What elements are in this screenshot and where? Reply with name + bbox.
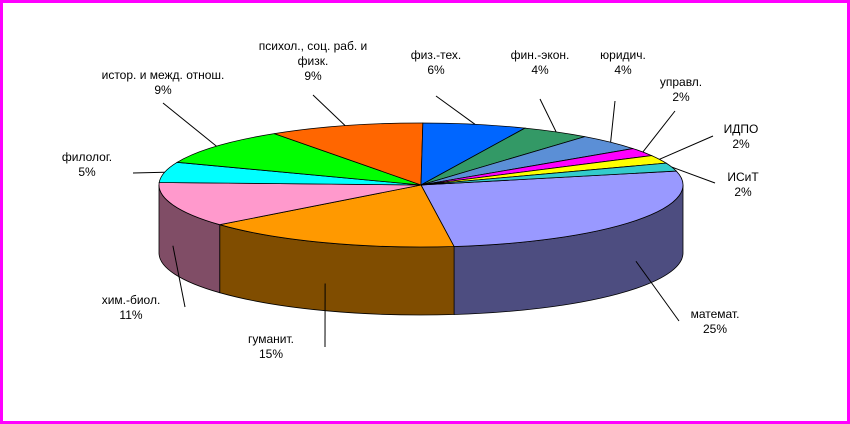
category-label: филолог.	[61, 150, 113, 164]
category-label: фин.-экон.	[510, 48, 570, 62]
slice	[420, 170, 684, 247]
category-label: юридич.	[600, 48, 646, 62]
leader-line	[642, 110, 676, 153]
value-label: 2%	[734, 185, 752, 199]
slice	[274, 122, 424, 186]
value-label: 2%	[672, 90, 690, 104]
chart	[132, 94, 716, 348]
category-label: управл.	[659, 75, 703, 89]
value-label: 4%	[531, 63, 549, 77]
slice-label: гуманит. 15%	[248, 332, 294, 362]
slice	[219, 184, 455, 248]
leader-line	[312, 94, 346, 127]
leader-line	[671, 166, 716, 184]
value-label: 9%	[154, 83, 172, 97]
category-label: гуманит.	[248, 332, 294, 346]
category-label: физ.-тех.	[410, 48, 462, 62]
leader-line	[539, 98, 557, 133]
category-label: ИСиТ	[727, 170, 759, 184]
slice-label: математ. 25%	[691, 307, 740, 337]
value-label: 15%	[258, 347, 284, 361]
slice-label: хим.-биол. 11%	[102, 293, 161, 323]
value-label: 2%	[732, 137, 750, 151]
slice-label: физ.-тех. 6%	[411, 48, 462, 78]
value-label: 11%	[119, 308, 143, 322]
slice-label: психол., соц. раб. и физк. 9%	[248, 39, 378, 84]
value-label: 4%	[614, 63, 632, 77]
value-label: 5%	[78, 165, 96, 179]
leader-line	[435, 95, 476, 125]
leader-line	[610, 100, 616, 143]
category-label: психол., соц. раб. и физк.	[258, 39, 368, 68]
category-label: истор. и межд. отнош.	[101, 68, 225, 82]
leader-line	[162, 102, 217, 147]
value-label: 6%	[427, 63, 445, 77]
slice-label: ИСиТ 2%	[727, 170, 758, 200]
value-label: 9%	[304, 69, 322, 83]
category-label: хим.-биол.	[101, 293, 161, 307]
slice-label: управл. 2%	[660, 75, 702, 105]
slice	[158, 182, 422, 226]
slice-label: филолог. 5%	[62, 150, 112, 180]
slice-label: истор. и межд. отнош. 9%	[102, 68, 225, 98]
leader-line	[659, 135, 714, 160]
value-label: 25%	[702, 322, 728, 336]
slice-label: фин.-экон. 4%	[511, 48, 570, 78]
slice-label: юридич. 4%	[600, 48, 646, 78]
slice-label: ИДПО 2%	[724, 122, 759, 152]
leader-line	[172, 245, 186, 308]
category-label: математ.	[690, 307, 740, 321]
leader-line	[132, 171, 165, 174]
leader-line	[635, 260, 680, 322]
category-label: ИДПО	[723, 122, 759, 136]
